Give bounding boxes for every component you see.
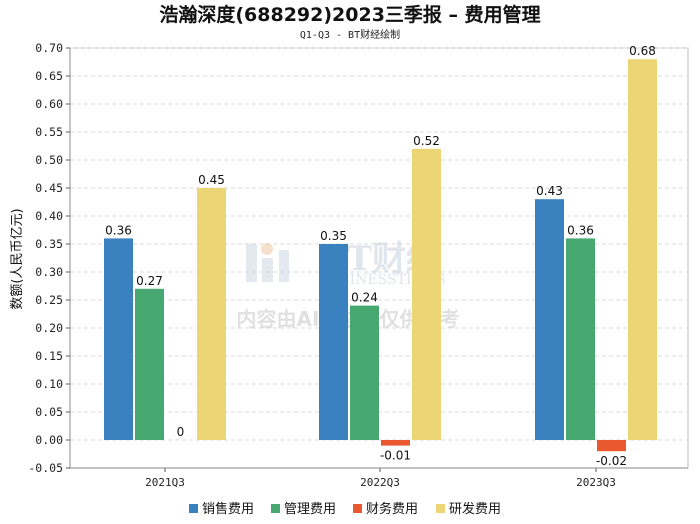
y-tick-label: 0.45 bbox=[35, 181, 63, 195]
y-tick-label: 0.65 bbox=[35, 69, 63, 83]
chart-title: 浩瀚深度(688292)2023三季报 – 费用管理 bbox=[159, 3, 540, 26]
data-label: 0 bbox=[177, 425, 185, 439]
x-tick-label: 2023Q3 bbox=[576, 476, 616, 489]
data-label: 0.52 bbox=[413, 134, 440, 148]
y-tick-label: 0.25 bbox=[35, 293, 63, 307]
legend-label: 财务费用 bbox=[366, 501, 418, 517]
bar-2023Q3-销售费用 bbox=[535, 199, 564, 440]
bar-2022Q3-财务费用 bbox=[381, 440, 410, 446]
watermark-logo-bar bbox=[262, 258, 273, 282]
y-tick-label: 0.35 bbox=[35, 237, 63, 251]
data-label: 0.43 bbox=[536, 184, 563, 198]
data-label: 0.36 bbox=[567, 223, 594, 237]
y-tick-label: 0.50 bbox=[35, 153, 63, 167]
chart-subtitle: Q1-Q3 - BT财经绘制 bbox=[300, 28, 400, 41]
bar-2023Q3-管理费用 bbox=[566, 238, 595, 440]
bar-2023Q3-研发费用 bbox=[628, 59, 657, 440]
legend-swatch-研发费用 bbox=[436, 504, 445, 513]
bar-2022Q3-销售费用 bbox=[319, 244, 348, 440]
y-tick-label: 0.15 bbox=[35, 349, 63, 363]
y-tick-label: 0.40 bbox=[35, 209, 63, 223]
axes: 0.70 0.65 0.60 0.55 0.50 0.45 0.40 0.35 0.30 0.25… bbox=[28, 41, 688, 489]
y-axis-label: 数额(人民币亿元) bbox=[10, 208, 25, 309]
bar-2022Q3-研发费用 bbox=[412, 148, 441, 441]
bar-2023Q3-财务费用 bbox=[597, 440, 626, 452]
legend-swatch-管理费用 bbox=[271, 504, 280, 513]
legend: 销售费用 管理费用 财务费用 研发费用 bbox=[189, 501, 501, 517]
data-label: -0.01 bbox=[380, 449, 411, 463]
data-label: 0.27 bbox=[136, 274, 163, 288]
data-label: 0.24 bbox=[351, 291, 378, 305]
y-tick-label: -0.05 bbox=[28, 461, 63, 475]
watermark-logo-dot bbox=[261, 243, 273, 255]
legend-swatch-财务费用 bbox=[353, 504, 362, 513]
y-tick-label: 0.00 bbox=[35, 433, 63, 447]
watermark-logo-bar bbox=[279, 250, 289, 282]
y-tick-label: 0.30 bbox=[35, 265, 63, 279]
data-label: 0.35 bbox=[320, 229, 347, 243]
legend-label: 销售费用 bbox=[202, 501, 254, 517]
x-tick-label: 2021Q3 bbox=[145, 476, 185, 489]
y-tick-label: 0.60 bbox=[35, 97, 63, 111]
data-label: -0.02 bbox=[596, 454, 627, 468]
data-label: 0.45 bbox=[198, 173, 225, 187]
y-tick-label: 0.10 bbox=[35, 377, 63, 391]
legend-label: 研发费用 bbox=[449, 501, 501, 517]
y-tick-label: 0.20 bbox=[35, 321, 63, 335]
bar-2021Q3-研发费用 bbox=[197, 188, 226, 440]
data-label: 0.68 bbox=[629, 44, 656, 58]
data-label: 0.36 bbox=[105, 223, 132, 237]
legend-swatch-销售费用 bbox=[189, 504, 198, 513]
bar-2021Q3-管理费用 bbox=[135, 288, 164, 440]
y-tick-label: 0.70 bbox=[35, 41, 63, 55]
y-tick-label: 0.55 bbox=[35, 125, 63, 139]
bar-2021Q3-销售费用 bbox=[104, 238, 133, 440]
y-tick-label: 0.05 bbox=[35, 405, 63, 419]
bars bbox=[104, 59, 657, 452]
bar-2022Q3-管理费用 bbox=[350, 305, 379, 440]
watermark-logo-bar bbox=[246, 244, 257, 282]
data-labels: 0.36 0.27 0 0.45 0.35 0.24 -0.01 0.52 0.43 0.36 -0… bbox=[105, 44, 656, 468]
x-tick-label: 2022Q3 bbox=[360, 476, 400, 489]
legend-label: 管理费用 bbox=[284, 502, 336, 517]
